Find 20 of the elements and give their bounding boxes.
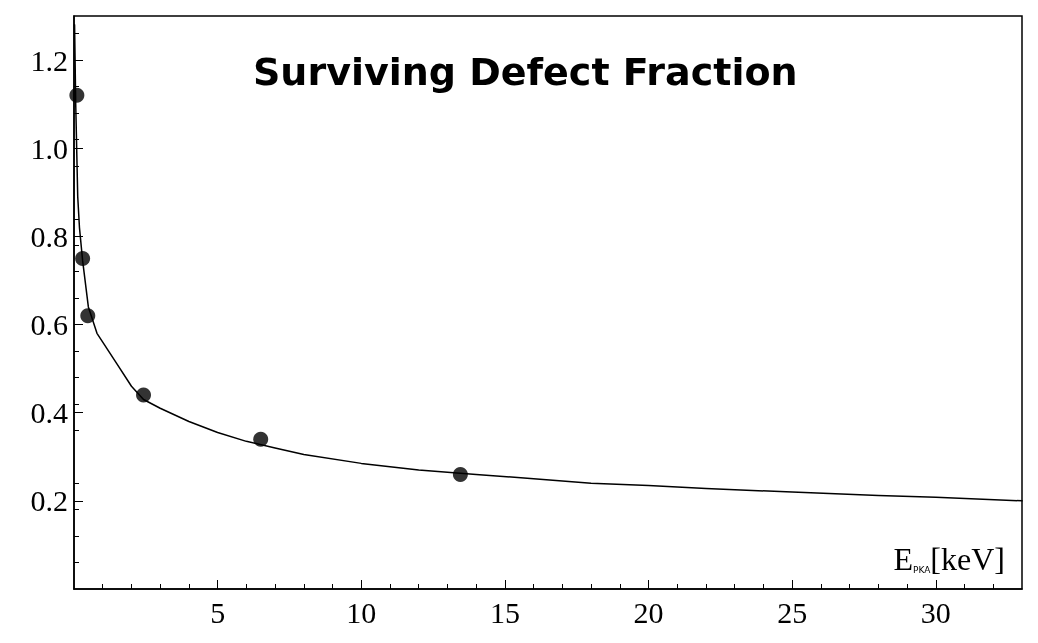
x-tick-label: 15: [489, 595, 520, 629]
y-tick-label: 0.8: [30, 219, 68, 253]
y-tick-label: 0.2: [30, 484, 68, 518]
x-tick-label: 10: [346, 595, 377, 629]
point: [75, 250, 91, 266]
x-tick-label: 25: [777, 595, 808, 629]
y-tick-label: 1.0: [30, 131, 68, 165]
y-tick-label: 0.4: [30, 396, 68, 430]
point: [136, 387, 152, 403]
y-tick-label: 1.2: [30, 43, 68, 77]
point: [452, 466, 468, 482]
x-axis-title: EPKA[keV]: [893, 541, 1005, 577]
x-tick-label: 20: [633, 595, 664, 629]
x-tick-label: 5: [210, 595, 226, 629]
point: [80, 308, 96, 324]
text: Surviving Defect Fraction: [253, 50, 798, 94]
y-tick-label: 0.6: [30, 308, 68, 342]
point: [69, 87, 85, 103]
x-tick-label: 30: [920, 595, 951, 629]
point: [253, 431, 269, 447]
